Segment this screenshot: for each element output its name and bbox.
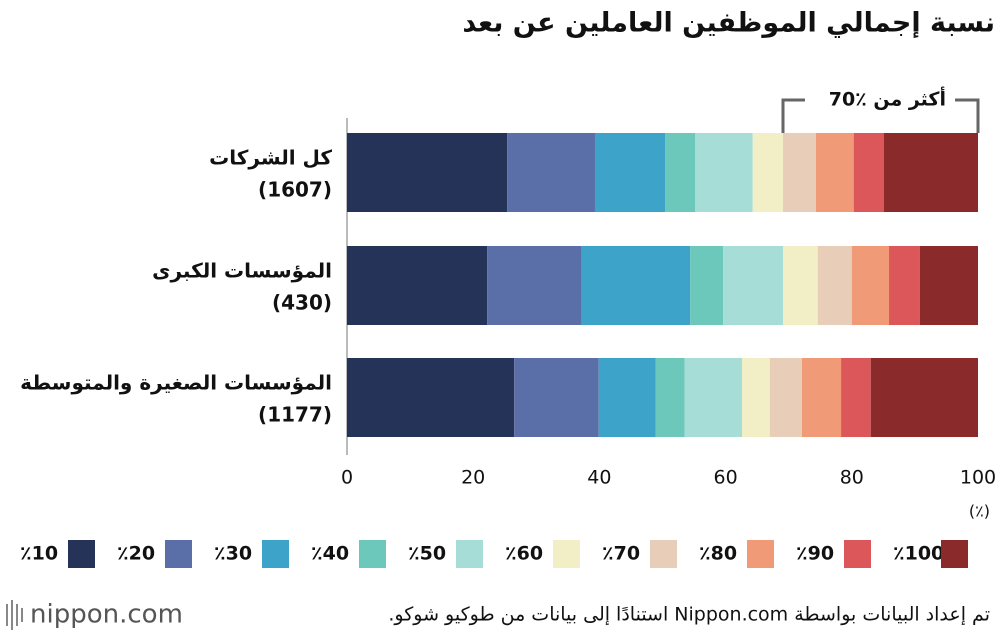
bar-segment [347,246,488,325]
bar-segment [594,133,666,212]
annotation-bracket [781,98,980,133]
x-tick-label: 40 [587,467,611,489]
bar-segment [769,358,802,437]
legend-swatch [747,540,774,568]
bar-segment [655,358,685,437]
x-tick-label: 0 [341,467,353,489]
legend-swatch [68,540,95,568]
bar-segment [851,246,890,325]
bar-segment [783,246,818,325]
legend-label: ٪100 [893,543,944,565]
x-unit: (٪) [969,502,990,521]
bar-segment [487,246,582,325]
bar-segment [889,246,920,325]
x-tick-label: 100 [960,467,996,489]
bar-segment [695,133,753,212]
bar-segment [581,246,691,325]
legend-swatch [553,540,580,568]
category-note: (1607) [258,178,332,202]
legend-label: ٪70 [602,543,640,565]
bar-segment [684,358,743,437]
x-tick-label: 60 [714,467,738,489]
bar-segment [817,246,852,325]
legend-swatch [165,540,192,568]
category-note: (430) [272,291,332,315]
bar-segment [598,358,656,437]
legend-label: ٪10 [20,543,58,565]
bar-segment [665,133,696,212]
annotation: أكثر من ٪70 [829,87,946,111]
legend-label: ٪30 [214,543,252,565]
logo-icon [6,600,23,630]
legend-swatch [650,540,677,568]
legend-label: ٪60 [505,543,543,565]
legend-label: ٪90 [796,543,834,565]
x-tick-label: 20 [461,467,485,489]
legend-swatch [844,540,871,568]
bar-segment [783,133,816,212]
legend-swatch [262,540,289,568]
legend-label: ٪50 [408,543,446,565]
bar-segment [723,246,784,325]
category-label: المؤسسات الصغيرة والمتوسطة [20,371,332,395]
bar-segment [507,133,595,212]
bar-segment [801,358,842,437]
bar-segment [752,133,784,212]
category-note: (1177) [258,403,332,427]
bar-segment [347,358,515,437]
legend-label: ٪80 [699,543,737,565]
x-tick-label: 80 [840,467,864,489]
legend-swatch [456,540,483,568]
legend-swatch [941,540,968,568]
logo: nippon.com [30,600,183,630]
bar-segment [870,358,978,437]
category-label: كل الشركات [209,146,332,170]
bar-segment [841,358,871,437]
legend-label: ٪20 [117,543,155,565]
bar-segment [883,133,978,212]
category-label: المؤسسات الكبرى [152,259,332,283]
chart-title: نسبة إجمالي الموظفين العاملين عن بعد [462,8,995,39]
bar-segment [690,246,724,325]
bar-segment [853,133,884,212]
legend-swatch [359,540,386,568]
source: تم إعداد البيانات بواسطة Nippon.com استن… [388,604,990,627]
legend-label: ٪40 [311,543,349,565]
bar-segment [815,133,854,212]
bar-segment [514,358,599,437]
bar-segment [919,246,978,325]
bar-segment [742,358,770,437]
bar-segment [347,133,508,212]
